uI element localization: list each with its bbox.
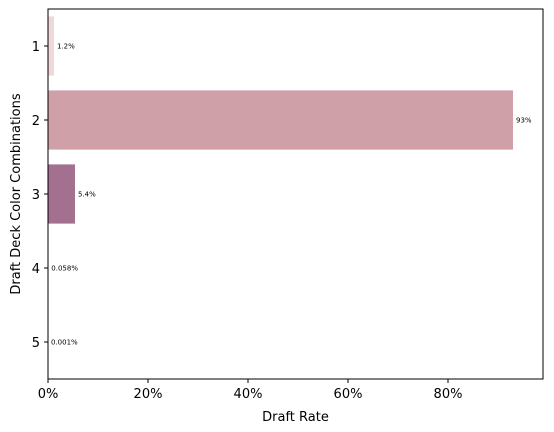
bar-1 [48, 16, 54, 76]
x-tick-label-20: 20% [134, 387, 163, 402]
plot-frame [47, 8, 544, 380]
x-tick-label-80: 80% [434, 387, 463, 402]
bars-layer [48, 16, 513, 372]
x-tick-label-60: 60% [334, 387, 363, 402]
data-label-3: 5.4% [78, 191, 96, 199]
data-label-4: 0.058% [51, 265, 78, 273]
y-tick-label-3: 3 [32, 188, 40, 203]
x-ticks-layer: 0% 20% 40% 60% 80% [38, 379, 463, 402]
x-axis-label: Draft Rate [262, 410, 329, 425]
bar-2 [48, 90, 513, 150]
y-tick-label-5: 5 [32, 336, 40, 351]
bar-3 [48, 164, 75, 224]
y-axis-label: Draft Deck Color Combinations [9, 93, 24, 294]
y-tick-label-4: 4 [32, 262, 40, 277]
x-tick-label-0: 0% [38, 387, 59, 402]
x-tick-label-40: 40% [234, 387, 263, 402]
data-label-2: 93% [516, 117, 532, 125]
data-label-1: 1.2% [57, 43, 75, 51]
data-labels-layer: 1.2% 93% 5.4% 0.058% 0.001% [51, 43, 532, 347]
y-ticks-layer: 1 2 3 4 5 [32, 40, 48, 351]
data-label-5: 0.001% [51, 339, 78, 347]
y-tick-label-2: 2 [32, 114, 40, 129]
y-tick-label-1: 1 [32, 40, 40, 55]
